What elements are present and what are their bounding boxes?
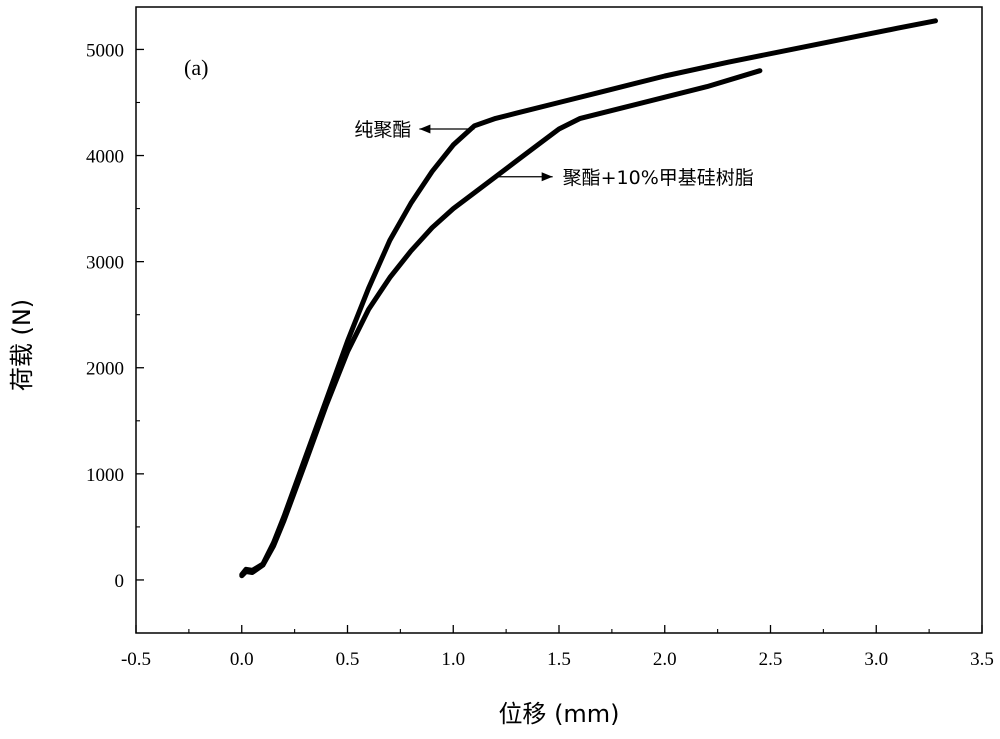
panel-label: (a): [184, 55, 208, 80]
annotation-arrowhead-2: [542, 172, 553, 181]
y-tick-label: 1000: [86, 465, 124, 486]
y-tick-label: 5000: [86, 40, 124, 61]
x-tick-label: -0.5: [121, 649, 151, 670]
x-tick-label: 3.0: [864, 649, 888, 670]
annotation-label-2: 聚酯+10%甲基硅树脂: [563, 167, 754, 189]
x-tick-label: 2.5: [759, 649, 783, 670]
annotation-arrowhead-1: [419, 125, 430, 134]
x-axis-ticks: -0.5 0.0 0.5 1.0 1.5 2.0 2.5 3.0 3.5: [121, 625, 994, 670]
series-line-1: [242, 21, 936, 575]
x-tick-label: 1.5: [547, 649, 571, 670]
x-tick-label: 2.0: [653, 649, 677, 670]
y-tick-label: 0: [115, 571, 125, 592]
series-layer: [242, 21, 936, 576]
x-tick-label: 1.0: [441, 649, 465, 670]
annotation-label-1: 纯聚酯: [354, 119, 411, 141]
y-tick-label: 2000: [86, 359, 124, 380]
y-tick-label: 3000: [86, 253, 124, 274]
annotations: 纯聚酯聚酯+10%甲基硅树脂: [354, 119, 753, 189]
x-tick-label: 3.5: [970, 649, 994, 670]
x-tick-label: 0.0: [230, 649, 254, 670]
series-line-2: [242, 71, 760, 576]
x-axis-title: 位移 (mm): [498, 700, 619, 728]
x-tick-label: 0.5: [336, 649, 360, 670]
y-axis-title: 荷载 (N): [8, 299, 36, 391]
y-tick-label: 4000: [86, 147, 124, 168]
